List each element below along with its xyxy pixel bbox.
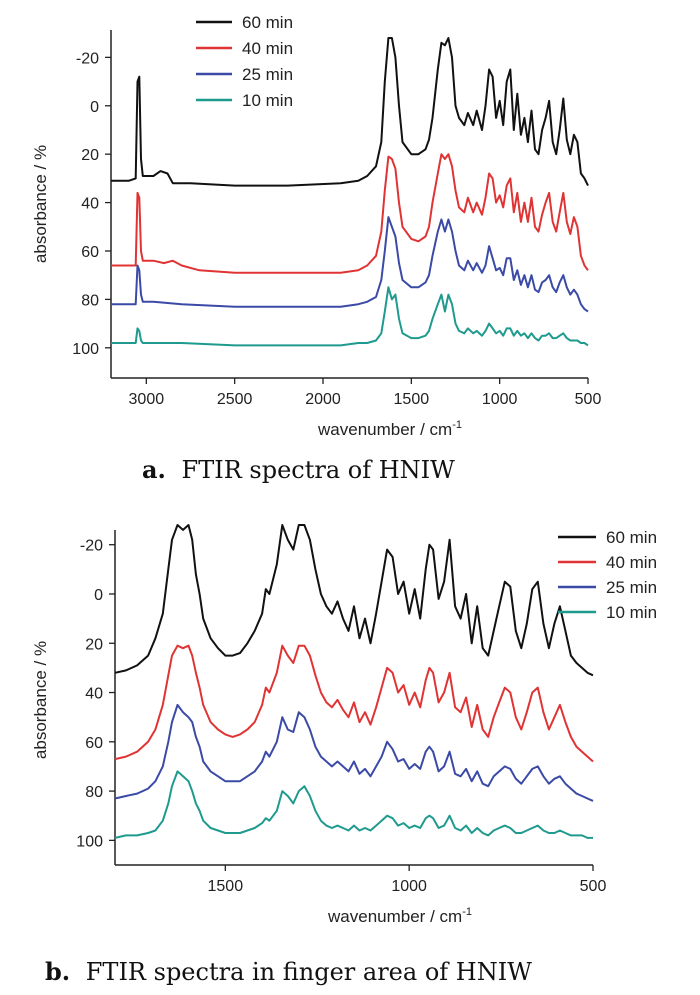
chart-b-legend-label: 60 min bbox=[606, 528, 657, 547]
chart-a-x-tick-label: 500 bbox=[575, 391, 602, 408]
chart-b-caption: b. FTIR spectra in finger area of HNIW bbox=[45, 957, 532, 986]
chart-b: 1500 1000 500 -20 0 20 40 60 80 100 60 min 40 min… bbox=[31, 524, 657, 986]
chart-a-x-tick-label: 3000 bbox=[129, 391, 165, 408]
chart-a-y-tick-label: 80 bbox=[81, 292, 99, 309]
chart-a-x-tick-label: 2000 bbox=[305, 391, 341, 408]
chart-a-x-axis-title: wavenumber / cm-1 bbox=[317, 419, 462, 439]
chart-b-x-tick-label: 1000 bbox=[391, 878, 427, 895]
chart-a-y-tick-label: 20 bbox=[81, 147, 99, 164]
chart-b-x-tick-label: 1500 bbox=[208, 878, 244, 895]
chart-b-legend: 60 min 40 min 25 min 10 min bbox=[558, 528, 657, 622]
chart-b-legend-label: 40 min bbox=[606, 553, 657, 572]
chart-a-y-axis-title: absorbance / % bbox=[31, 145, 50, 263]
chart-a-y-tick-label: 0 bbox=[90, 99, 99, 116]
chart-a-series bbox=[111, 37, 589, 347]
chart-a-x-tick-label: 2500 bbox=[217, 391, 253, 408]
chart-b-x-axis-title: wavenumber / cm-1 bbox=[327, 906, 472, 926]
chart-b-y-tick-label: 0 bbox=[94, 587, 103, 604]
chart-a-x-tick-label: 1500 bbox=[394, 391, 430, 408]
chart-a-legend-label: 25 min bbox=[242, 65, 293, 84]
chart-b-series bbox=[114, 524, 594, 839]
chart-a-legend-label: 40 min bbox=[242, 39, 293, 58]
chart-a-y-tick-label: 60 bbox=[81, 244, 99, 261]
chart-b-legend-label: 10 min bbox=[606, 603, 657, 622]
chart-a-y-tick-label: 40 bbox=[81, 196, 99, 213]
chart-a-series-60-min bbox=[111, 37, 589, 187]
chart-b-x-tick-label: 500 bbox=[580, 878, 607, 895]
chart-a-series-10-min bbox=[111, 286, 589, 347]
chart-a-y-ticks: -20 0 20 40 60 80 100 bbox=[72, 50, 111, 358]
chart-a-series-25-min bbox=[111, 216, 589, 313]
chart-b-y-tick-label: 20 bbox=[85, 636, 103, 653]
chart-a-legend-label: 10 min bbox=[242, 91, 293, 110]
chart-b-y-ticks: -20 0 20 40 60 80 100 bbox=[76, 538, 115, 850]
chart-b-series-25-min bbox=[114, 703, 594, 802]
chart-a-caption: a. FTIR spectra of HNIW bbox=[142, 455, 455, 484]
chart-b-y-tick-label: -20 bbox=[80, 538, 103, 555]
chart-b-y-tick-label: 40 bbox=[85, 686, 103, 703]
chart-a-legend-label: 60 min bbox=[242, 13, 293, 32]
chart-b-y-axis-title: absorbance / % bbox=[31, 641, 50, 759]
chart-b-x-ticks: 1500 1000 500 bbox=[208, 865, 607, 895]
chart-a-legend: 60 min 40 min 25 min 10 min bbox=[196, 13, 293, 110]
chart-b-series-10-min bbox=[114, 770, 593, 839]
chart-b-legend-label: 25 min bbox=[606, 578, 657, 597]
chart-a-y-tick-label: 100 bbox=[72, 341, 99, 358]
chart-b-y-tick-label: 80 bbox=[85, 784, 103, 801]
chart-a-series-40-min bbox=[111, 153, 589, 274]
chart-b-series-40-min bbox=[114, 644, 594, 763]
chart-a-y-tick-label: -20 bbox=[76, 50, 99, 67]
chart-a-x-ticks: 3000 2500 2000 1500 1000 500 bbox=[129, 378, 602, 408]
chart-b-y-tick-label: 60 bbox=[85, 735, 103, 752]
chart-a-x-tick-label: 1000 bbox=[482, 391, 518, 408]
chart-b-y-tick-label: 100 bbox=[76, 833, 103, 850]
chart-b-series-60-min bbox=[114, 524, 594, 677]
chart-a: 3000 2500 2000 1500 1000 500 -20020406080100 … bbox=[31, 13, 601, 484]
